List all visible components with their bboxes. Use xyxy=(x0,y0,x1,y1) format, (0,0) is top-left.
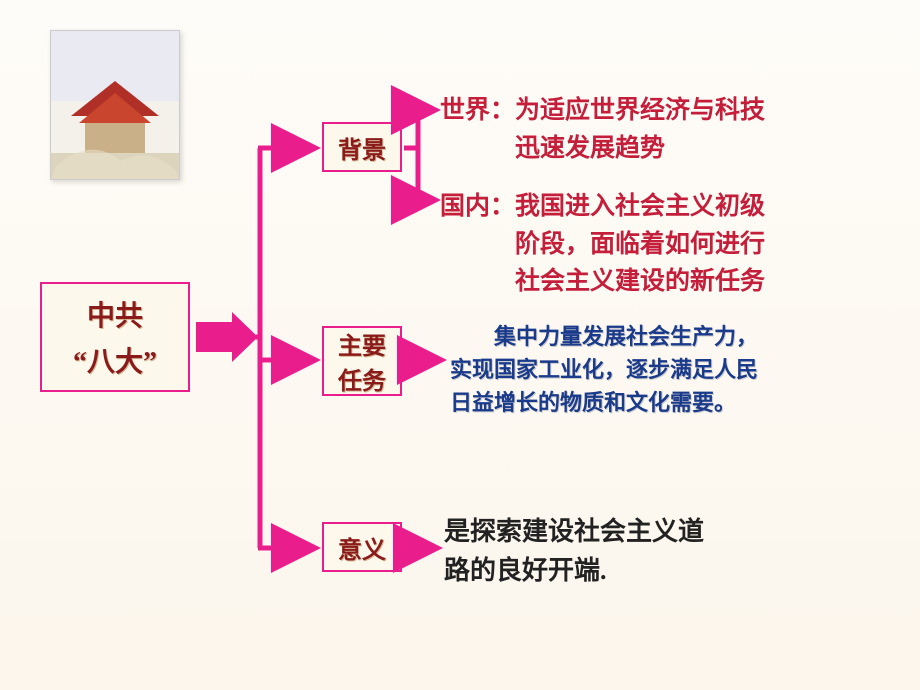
leaf-domestic: 国内：我国进入社会主义初级 阶段，面临着如何进行 社会主义建设的新任务 xyxy=(440,188,880,301)
root-line2: “八大” xyxy=(73,340,157,380)
node-bg-label: 背景 xyxy=(338,130,386,165)
root-node: 中共 “八大” xyxy=(40,282,190,392)
node-mean-label: 意义 xyxy=(338,530,386,565)
decorative-image xyxy=(50,30,180,180)
node-task: 主要 任务 xyxy=(322,326,402,396)
leaf-meaning: 是探索建设社会主义道 路的良好开端. xyxy=(444,512,864,590)
leaf-task: 集中力量发展社会生产力， 实现国家工业化，逐步满足人民 日益增长的物质和文化需要… xyxy=(450,320,870,419)
node-task-label2: 任务 xyxy=(338,361,386,396)
node-background: 背景 xyxy=(322,122,402,172)
root-line1: 中共 xyxy=(87,294,143,334)
node-task-label1: 主要 xyxy=(338,326,386,361)
leaf-world: 世界：为适应世界经济与科技 迅速发展趋势 xyxy=(440,92,880,167)
node-meaning: 意义 xyxy=(322,522,402,572)
